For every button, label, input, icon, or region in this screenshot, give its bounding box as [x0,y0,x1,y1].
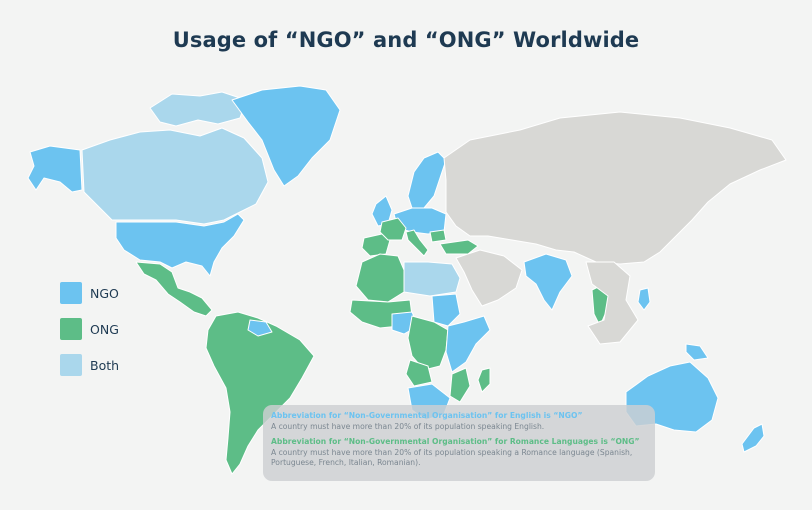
legend-label: NGO [90,285,119,301]
legend: NGO ONG Both [60,282,119,390]
region-libya-egypt [403,261,461,297]
region-india [523,253,573,311]
map-title: Usage of “NGO” and “ONG” Worldwide [172,28,640,52]
region-new-zealand [741,423,765,453]
region-south-america [205,311,315,475]
ngo-note-text: A country must have more than 20% of its… [271,421,545,431]
region-usa [115,213,245,277]
ngo-note-heading: Abbreviation for “Non-Governmental Organ… [271,411,583,420]
region-mexico-central-america [135,261,213,317]
legend-item-ong: ONG [60,318,119,340]
notes-box: Abbreviation for “Non-Governmental Organ… [263,405,655,481]
region-canada [81,127,269,225]
legend-swatch [60,318,82,340]
region-east-africa [445,315,491,373]
region-sudan [431,293,461,327]
region-central-africa [407,315,449,371]
region-greenland [231,85,341,187]
legend-item-both: Both [60,354,119,376]
region-northern-europe [407,151,447,209]
region-alaska [27,145,83,193]
region-philippines [637,287,651,311]
region-mozambique [449,367,471,403]
region-canadian-arctic-islands [149,91,247,127]
region-russia-asia [443,111,787,265]
region-madagascar [477,367,491,393]
region-italy [405,229,429,257]
ong-note-heading: Abbreviation for “Non-Governmental Organ… [271,437,640,446]
region-angola [405,359,433,387]
region-southeast-asia [585,261,639,345]
region-turkey [439,239,479,255]
region-middle-east [455,249,523,307]
region-papua-new-guinea [685,343,709,361]
region-guyana [247,319,273,337]
legend-label: Both [90,357,120,373]
region-north-africa [355,253,405,303]
region-france [379,217,407,241]
region-romania [429,229,447,243]
legend-item-ngo: NGO [60,282,119,304]
legend-label: ONG [90,321,119,337]
legend-swatch [60,354,82,376]
legend-swatch [60,282,82,304]
ong-note-text: A country must have more than 20% of its… [271,447,633,468]
